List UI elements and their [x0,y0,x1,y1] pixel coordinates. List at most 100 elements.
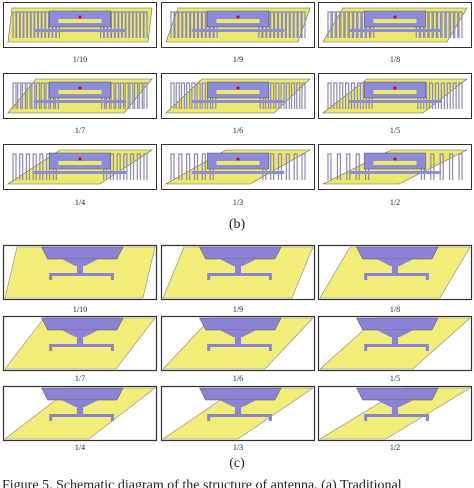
meander [331,11,336,38]
meander [21,82,26,109]
meander [446,82,451,109]
stub [110,276,114,280]
taper [61,259,99,266]
antenna-cell [3,73,157,119]
feed-line [191,171,285,174]
meander [178,11,183,38]
meander [270,153,275,180]
meander [136,153,141,180]
meander [17,82,22,109]
meander [45,82,50,109]
meander [170,82,175,109]
patch-slot [58,90,102,94]
meander [350,82,356,109]
meander [434,82,440,109]
stem [76,266,84,274]
patch-slot [216,161,260,165]
meander [346,153,351,180]
meander [175,82,180,109]
meander [134,82,139,109]
taper [376,330,414,337]
cell-label: 1/3 [233,198,243,207]
feed-line [207,344,272,347]
patch [41,387,124,401]
meander [201,153,206,180]
antenna-cell [3,144,157,190]
meander [186,11,191,38]
cell-label: 1/8 [390,55,400,64]
meander [281,11,287,38]
antenna-cell [161,73,315,119]
taper [219,400,257,407]
cell-label: 1/3 [233,443,243,452]
meander [301,153,306,180]
meander [31,82,36,109]
meander [26,82,31,109]
antenna-cell [318,2,472,48]
meander [333,82,338,109]
antenna-cell [318,73,472,119]
meander [339,82,344,109]
meander [270,82,275,109]
meander [270,11,275,38]
taper [219,330,257,337]
meander [12,82,17,109]
meander [340,11,345,38]
meander [182,11,187,38]
feed-line [364,273,429,276]
meander [273,11,279,38]
taper [376,259,414,266]
feed-point [78,157,82,161]
meander [193,153,199,180]
meander [327,11,332,38]
meander [121,11,126,38]
feed-line [207,414,272,417]
meander [191,82,196,109]
meander [458,153,463,180]
meander [296,82,301,109]
meander [277,153,283,180]
stub [425,417,429,421]
cell-label: 1/7 [75,126,85,135]
meander [429,82,434,109]
cell-label: 1/8 [390,305,400,314]
meander [197,11,203,38]
patch [199,387,282,401]
feed-line [348,29,442,32]
stem [234,407,242,415]
antenna-cell [161,2,315,48]
stub [110,347,114,351]
stub [268,347,272,351]
stub [425,276,429,280]
antenna-cell [2,244,158,301]
meander [12,153,17,180]
panel-caption: (b) [229,217,246,232]
meander [345,82,350,109]
meander [441,11,446,38]
meander [186,82,191,109]
stub [49,347,53,351]
meander [138,82,143,109]
patch-slot [58,161,102,165]
meander [357,11,362,38]
cell-label: 1/5 [390,126,400,135]
antenna-cell [161,144,315,190]
meander [437,11,442,38]
meander [143,153,148,180]
feed-point [78,86,82,90]
meander [201,11,206,38]
feed-line [364,414,429,417]
feed-point [236,86,240,90]
stem [76,337,84,345]
feed-line [49,414,114,417]
meander [119,82,125,109]
meander [25,153,31,180]
meander [458,82,463,109]
meander [293,153,298,180]
stem [234,266,242,274]
meander [32,153,37,180]
patch-slot [373,90,417,94]
meander [110,11,116,38]
stub [425,347,429,351]
